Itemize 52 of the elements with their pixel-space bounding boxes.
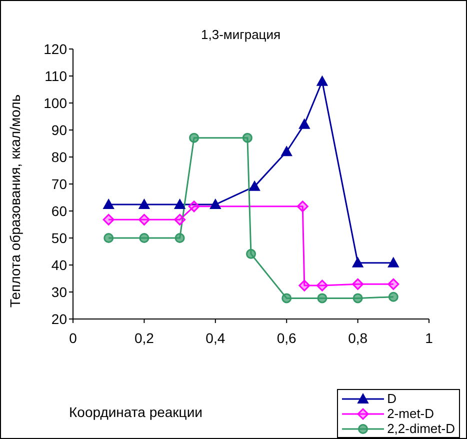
x-tick-label: 0,2: [134, 330, 154, 346]
y-tick-label: 50: [51, 230, 68, 246]
y-tick-label: 20: [51, 310, 68, 327]
x-tick-label: 0,8: [348, 330, 368, 346]
legend-label: 2,2-dimet-D: [387, 421, 455, 436]
x-tick-label: 1: [425, 330, 434, 346]
point: [138, 214, 150, 226]
point: [210, 199, 221, 210]
legend-label: 2-met-D: [387, 406, 434, 421]
point: [352, 257, 364, 268]
y-tick-label: 30: [51, 284, 68, 300]
point: [316, 76, 328, 86]
point: [388, 257, 399, 268]
legend-label: D: [387, 391, 396, 406]
point: [282, 293, 292, 304]
point: [104, 233, 114, 243]
x-tick-label: 0,4: [206, 330, 226, 346]
point: [174, 199, 186, 210]
y-tick-label: 90: [51, 122, 68, 138]
y-tick-label: 80: [51, 148, 68, 165]
y-tick-label: 100: [44, 94, 68, 111]
y-tick-label: 110: [44, 68, 68, 84]
point: [298, 280, 310, 292]
y-tick-label: 70: [51, 176, 68, 192]
point: [388, 278, 400, 290]
point: [281, 146, 292, 156]
point: [388, 292, 398, 302]
x-axis-title: Координата реакции: [69, 404, 202, 420]
y-axis-title: Теплота образования, ккал/моль: [7, 94, 23, 308]
point: [138, 199, 150, 210]
y-tick-label: 40: [51, 256, 68, 273]
point: [139, 233, 150, 243]
point: [189, 132, 200, 143]
y-tick-label: 120: [44, 40, 68, 57]
point: [103, 199, 114, 210]
chart-title: 1,3-миграция: [201, 27, 281, 42]
point: [242, 132, 252, 143]
x-tick-label: 0: [69, 330, 78, 346]
point: [174, 233, 185, 243]
point: [188, 200, 200, 212]
point: [316, 280, 328, 292]
point: [296, 200, 308, 212]
point: [249, 180, 260, 191]
point: [352, 293, 363, 304]
point: [246, 248, 256, 259]
point: [298, 118, 310, 129]
y-tick-label: 60: [51, 202, 68, 219]
point: [352, 278, 364, 290]
x-tick-label: 0,6: [276, 330, 297, 346]
point: [102, 214, 114, 226]
point: [317, 293, 328, 304]
point: [174, 214, 186, 226]
